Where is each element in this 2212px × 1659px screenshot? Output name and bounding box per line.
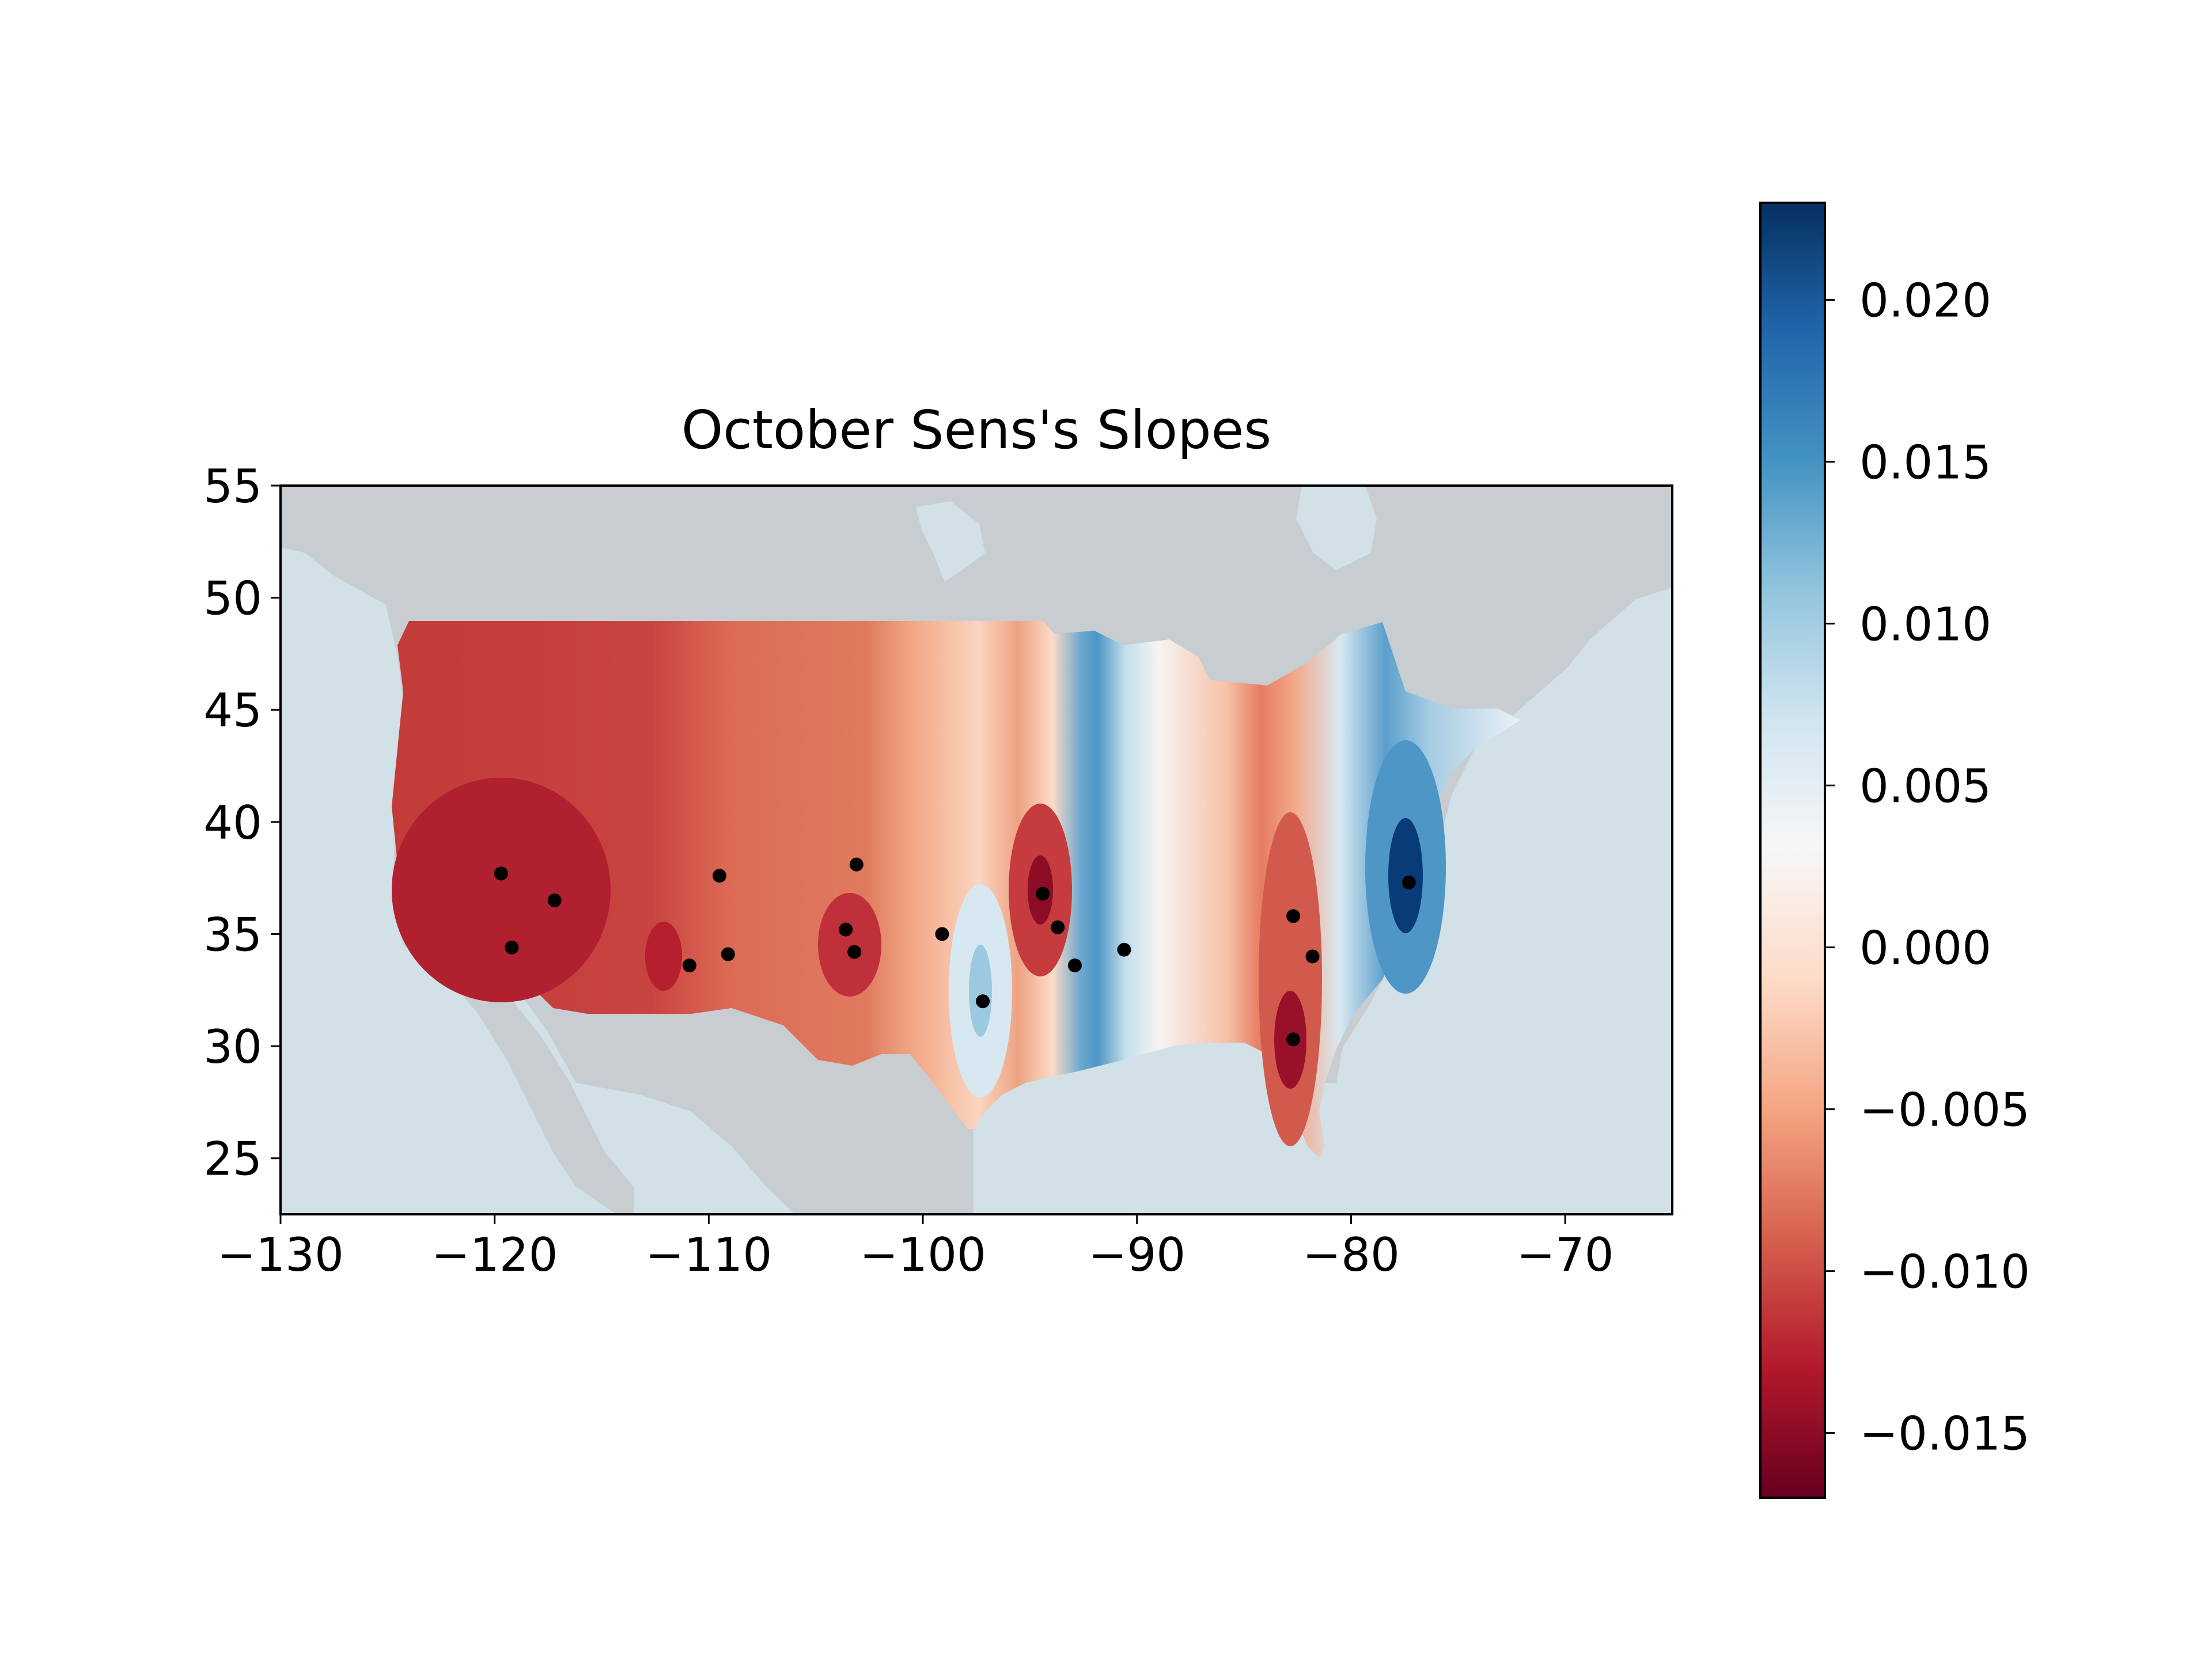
x-tick-label: −120	[431, 1228, 558, 1282]
station-point	[849, 857, 863, 872]
new-mexico-minimum	[818, 893, 881, 997]
colorbar-gradient	[1759, 202, 1826, 1499]
station-point	[847, 945, 862, 959]
x-tick-label: −70	[1517, 1228, 1614, 1282]
map-axes: −130 −120 −110 −100 −90 −80 −70 25 30 35 40 45 50 55	[203, 460, 1673, 1282]
station-point	[494, 866, 508, 881]
y-axis-ticks: 25 30 35 40 45 50 55	[203, 460, 281, 1186]
colorbar-tick-label: 0.010	[1859, 598, 1991, 652]
colorbar-tick-label: 0.015	[1859, 436, 1991, 490]
y-tick-label: 45	[203, 684, 262, 737]
arizona-minimum	[645, 922, 682, 991]
y-tick-label: 35	[203, 908, 262, 961]
y-tick-label: 30	[203, 1020, 262, 1074]
chart-title: October Sens's Slopes	[681, 399, 1271, 461]
us-temperature-field	[392, 621, 1521, 1158]
colorbar-tick-label: −0.010	[1859, 1245, 2030, 1299]
x-tick-label: −110	[646, 1228, 772, 1282]
station-point	[721, 947, 735, 961]
station-point	[1067, 958, 1082, 972]
atlantic-maximum-core	[1388, 818, 1423, 933]
colorbar-tick-label: −0.005	[1859, 1084, 2030, 1137]
station-point	[1051, 920, 1065, 934]
station-point	[1402, 875, 1416, 889]
colorbar-tick-label: −0.015	[1859, 1407, 2030, 1461]
station-point	[935, 927, 949, 941]
x-axis-ticks: −130 −120 −110 −100 −90 −80 −70	[217, 1214, 1614, 1282]
station-point	[505, 940, 519, 955]
southeast-minimum	[1259, 812, 1322, 1146]
y-tick-label: 55	[203, 460, 262, 513]
station-markers	[494, 857, 1416, 1047]
station-point	[547, 893, 562, 908]
colorbar: −0.015 −0.010 −0.005 0.000 0.005 0.010 0.015 0.…	[1759, 202, 2030, 1499]
axes-frame	[279, 484, 1673, 1215]
station-point	[1036, 887, 1050, 901]
colorbar-tick-label: 0.000	[1859, 922, 1991, 975]
station-point	[712, 869, 726, 883]
station-point	[1286, 1032, 1301, 1047]
y-tick-label: 50	[203, 572, 262, 626]
colorbar-tick-label: 0.020	[1859, 274, 1991, 328]
station-point	[839, 922, 853, 937]
x-tick-label: −80	[1302, 1228, 1400, 1282]
station-point	[976, 994, 990, 1009]
station-point	[1117, 942, 1131, 957]
y-tick-label: 25	[203, 1132, 262, 1186]
y-tick-label: 40	[203, 796, 262, 850]
x-tick-label: −90	[1088, 1228, 1185, 1282]
station-point	[682, 958, 696, 972]
x-tick-label: −100	[859, 1228, 986, 1282]
lakes-and-bays	[916, 486, 1377, 582]
x-tick-label: −130	[217, 1228, 344, 1282]
station-point	[1305, 949, 1320, 964]
texas-maximum-core	[969, 945, 992, 1037]
station-point	[1286, 909, 1301, 923]
colorbar-ticks: −0.015 −0.010 −0.005 0.000 0.005 0.010 0.015 0.…	[1825, 274, 2030, 1461]
west-coast-minimum	[392, 778, 611, 1002]
colorbar-tick-label: 0.005	[1859, 760, 1991, 813]
